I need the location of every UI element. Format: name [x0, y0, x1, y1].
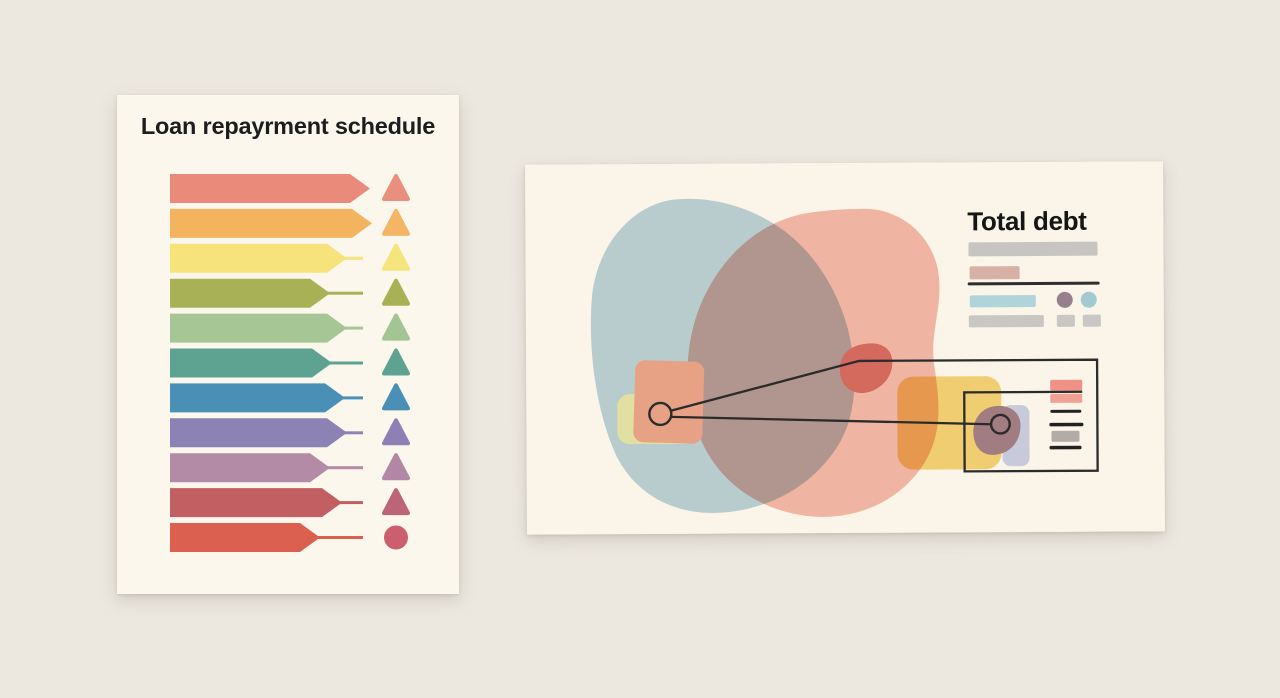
total-debt-artwork — [525, 161, 1165, 535]
loan-bar-chart — [170, 174, 410, 552]
loan-bar-needle — [344, 326, 363, 330]
loan-bar — [170, 453, 330, 483]
node-circle-left — [648, 401, 673, 427]
placeholder-dot-mauve — [1056, 291, 1073, 308]
placeholder-bar-gray — [968, 314, 1044, 328]
loan-bar-needle — [342, 396, 363, 400]
loan-bar-needle — [339, 501, 363, 505]
summary-panel — [967, 241, 1101, 328]
detail-box-content — [1049, 379, 1084, 450]
placeholder-bar-teal — [969, 295, 1036, 308]
loan-bar-needle — [344, 431, 363, 435]
divider-line — [967, 281, 1100, 286]
placeholder-line — [1049, 422, 1084, 427]
salmon-square-blob — [633, 360, 705, 444]
loan-bar — [170, 523, 320, 552]
loan-marker-triangle — [382, 174, 410, 201]
loan-bar — [170, 174, 370, 203]
red-blob — [839, 343, 893, 393]
loan-marker-triangle — [382, 208, 410, 236]
loan-bar — [170, 313, 347, 343]
loan-marker-triangle — [382, 348, 410, 376]
loan-marker-triangle — [382, 278, 410, 306]
loan-bar-needle — [329, 361, 363, 365]
loan-bar — [170, 278, 330, 308]
loan-marker-triangle — [382, 383, 410, 411]
placeholder-square-gray — [1056, 314, 1075, 327]
placeholder-dot-teal — [1080, 291, 1097, 308]
node-circle-right — [989, 413, 1011, 435]
loan-marker-triangle — [382, 243, 410, 271]
total-debt-card: Total debt — [525, 161, 1165, 535]
loan-marker-triangle — [382, 313, 410, 341]
loan-marker-triangle — [382, 453, 410, 481]
loan-bar — [170, 243, 347, 273]
placeholder-line — [1049, 445, 1082, 450]
placeholder-line — [1050, 409, 1082, 413]
pink-blob — [687, 208, 940, 517]
total-debt-title: Total debt — [967, 205, 1087, 237]
callout-outline — [670, 358, 1099, 473]
loan-bar — [170, 418, 347, 448]
loan-marker-triangle — [382, 488, 410, 516]
loan-marker-triangle — [382, 418, 410, 446]
loan-marker-circle — [384, 525, 408, 550]
loan-bar-needle — [327, 291, 363, 295]
placeholder-bar-pink — [969, 266, 1020, 280]
loan-bar — [170, 348, 332, 378]
loan-schedule-card: Loan repayrment schedule — [117, 95, 459, 594]
placeholder-square-gray — [1082, 314, 1101, 327]
placeholder-bar-salmon — [1050, 379, 1083, 391]
loan-bar — [170, 488, 342, 518]
loan-bar — [170, 383, 345, 413]
placeholder-bar-gray — [1051, 430, 1080, 442]
loan-card-title: Loan repayrment schedule — [140, 113, 436, 139]
loan-bar-needle — [327, 466, 363, 470]
loan-bar-needle — [317, 536, 363, 539]
loan-bar — [170, 208, 372, 238]
placeholder-bar-salmon — [1050, 393, 1083, 403]
placeholder-bar-gray — [968, 241, 1098, 257]
loan-bar-needle — [344, 256, 363, 260]
connector-line — [671, 415, 991, 426]
